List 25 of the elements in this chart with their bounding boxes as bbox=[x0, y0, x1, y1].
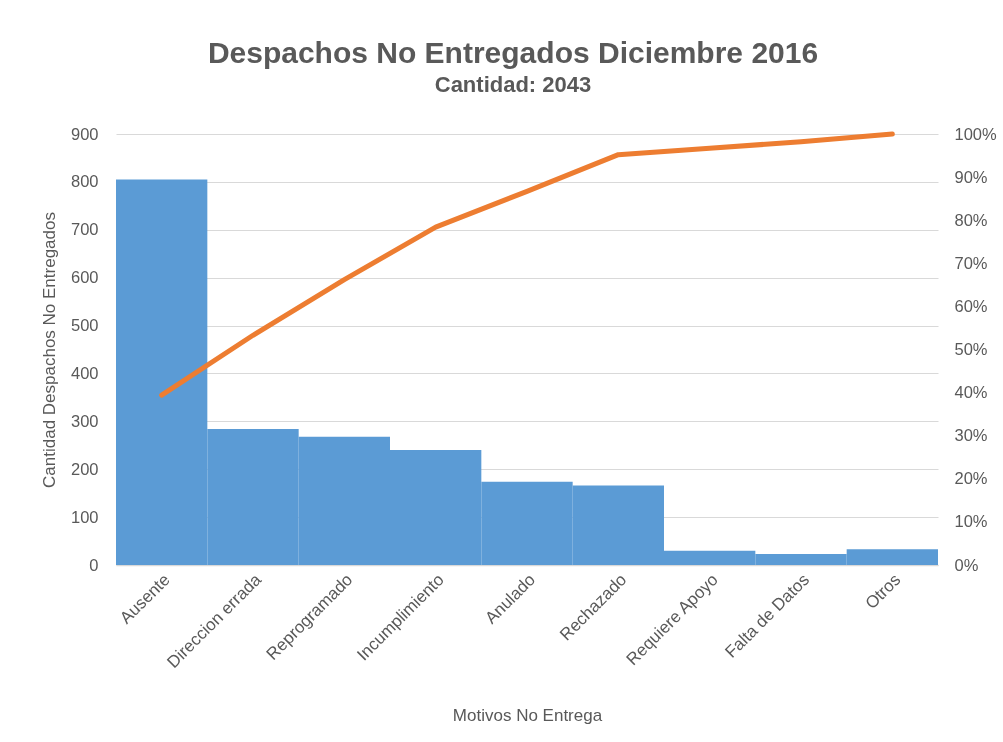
y-axis-title: Cantidad Despachos No Entregados bbox=[39, 212, 59, 488]
y-tick-label: 100 bbox=[70, 507, 99, 526]
x-axis-title: Motivos No Entrega bbox=[452, 705, 603, 725]
y-tick-label: 300 bbox=[70, 411, 99, 430]
y2-tick-label: 100% bbox=[954, 124, 998, 143]
y2-tick-label: 90% bbox=[954, 167, 988, 186]
y-tick-label: 0 bbox=[89, 555, 99, 574]
y-tick-label: 900 bbox=[70, 124, 99, 143]
y2-tick-label: 80% bbox=[954, 210, 988, 229]
y2-tick-label: 20% bbox=[954, 469, 988, 488]
y-tick-label: 400 bbox=[70, 363, 99, 382]
y-tick-label: 200 bbox=[70, 459, 99, 478]
y-tick-label: 800 bbox=[70, 172, 99, 191]
y2-tick-label: 50% bbox=[954, 340, 988, 358]
y2-tick-label: 10% bbox=[954, 512, 988, 531]
y2-tick-label: 40% bbox=[954, 383, 988, 402]
y-tick-label: 600 bbox=[70, 268, 99, 287]
y-tick-label: 700 bbox=[70, 220, 99, 239]
y2-tick-label: 0% bbox=[954, 555, 979, 574]
y2-tick-label: 30% bbox=[954, 426, 988, 445]
chart-subtitle: Cantidad: 2043 bbox=[434, 72, 592, 97]
chart-title: Despachos No Entregados Diciembre 2016 bbox=[207, 36, 819, 69]
y-tick-label: 500 bbox=[70, 316, 99, 335]
y2-tick-label: 60% bbox=[954, 296, 988, 315]
y2-tick-label: 70% bbox=[954, 253, 988, 272]
